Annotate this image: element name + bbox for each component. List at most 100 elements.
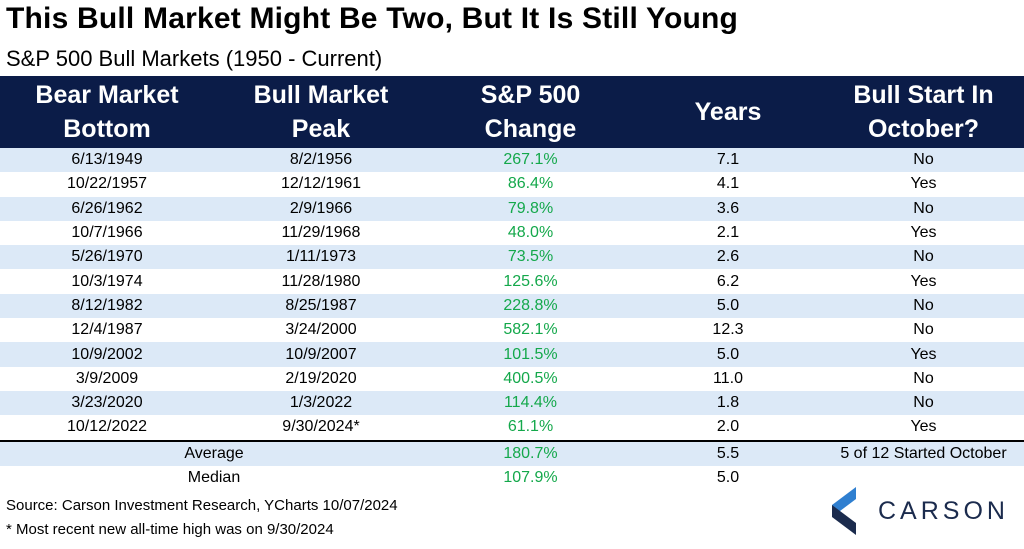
- table-row: 8/12/1982 8/25/1987 228.8% 5.0 No: [0, 293, 1024, 319]
- table-row: 12/4/1987 3/24/2000 582.1% 12.3 No: [0, 318, 1024, 343]
- header-bear-market-bottom: Bear Market Bottom: [0, 76, 214, 148]
- bear-bottom-cell: 8/12/1982: [71, 296, 143, 314]
- header-line: S&P 500: [480, 81, 581, 109]
- change-cell: 86.4%: [507, 175, 554, 193]
- years-cell: 2.6: [716, 248, 740, 266]
- chart-subtitle: S&P 500 Bull Markets (1950 - Current): [6, 46, 383, 71]
- table-row: 10/22/1957 12/12/1961 86.4% 4.1 Yes: [0, 172, 1024, 197]
- bull-peak-cell: 10/9/2007: [285, 345, 357, 363]
- change-cell: 48.0%: [507, 224, 554, 242]
- carson-logo: CARSON: [828, 487, 1018, 535]
- table-row: 3/23/2020 1/3/2022 114.4% 1.8 No: [0, 390, 1024, 416]
- october-cell: Yes: [910, 175, 937, 193]
- bear-bottom-cell: 10/12/2022: [66, 418, 148, 436]
- bull-peak-cell: 11/29/1968: [281, 224, 361, 242]
- bull-peak-cell: 1/11/1973: [286, 248, 356, 266]
- bear-bottom-cell: 10/3/1974: [71, 272, 143, 290]
- summary-label: Median: [187, 469, 241, 486]
- bear-bottom-cell: 10/9/2002: [71, 345, 143, 363]
- bull-peak-cell: 11/28/1980: [281, 272, 361, 290]
- bear-bottom-cell: 10/22/1957: [66, 175, 148, 193]
- october-cell: No: [913, 296, 934, 314]
- footnote: * Most recent new all-time high was on 9…: [6, 521, 334, 538]
- bear-bottom-cell: 5/26/1970: [71, 248, 143, 266]
- header-years: Years: [633, 76, 823, 148]
- source-note: Source: Carson Investment Research, YCha…: [6, 497, 398, 514]
- summary-row: Median 107.9% 5.0: [0, 465, 1024, 491]
- bull-market-table: Bear Market Bottom Bull Market Peak S&P …: [0, 76, 1024, 491]
- years-cell: 1.8: [716, 394, 740, 412]
- bull-peak-cell: 1/3/2022: [289, 394, 353, 412]
- header-line: Peak: [291, 115, 351, 143]
- summary-years: 5.5: [633, 439, 823, 466]
- october-cell: Yes: [910, 418, 937, 436]
- bear-bottom-cell: 3/9/2009: [75, 369, 139, 387]
- years-cell: 11.0: [713, 369, 743, 387]
- change-cell: 125.6%: [503, 272, 558, 290]
- header-bull-start-october: Bull Start In October?: [823, 76, 1024, 148]
- table-row: 10/7/1966 11/29/1968 48.0% 2.1 Yes: [0, 220, 1024, 246]
- change-cell: 267.1%: [503, 151, 558, 169]
- years-cell: 2.0: [716, 418, 740, 436]
- bull-peak-cell: 2/9/1966: [289, 199, 353, 217]
- bear-bottom-cell: 3/23/2020: [71, 394, 143, 412]
- change-cell: 61.1%: [507, 418, 554, 436]
- header-line: Bull Start In: [853, 81, 994, 109]
- table-row: 5/26/1970 1/11/1973 73.5% 2.6 No: [0, 245, 1024, 270]
- october-cell: No: [913, 394, 934, 412]
- years-cell: 12.3: [712, 321, 744, 339]
- header-bull-market-peak: Bull Market Peak: [214, 76, 428, 148]
- header-line: October?: [867, 115, 980, 143]
- change-cell: 114.4%: [503, 394, 558, 412]
- october-cell: No: [913, 151, 934, 169]
- october-cell: No: [913, 199, 934, 217]
- table-header-row: Bear Market Bottom Bull Market Peak S&P …: [0, 76, 1024, 148]
- bear-bottom-cell: 12/4/1987: [71, 321, 143, 339]
- change-cell: 73.5%: [507, 248, 554, 266]
- bull-peak-cell: 3/24/2000: [285, 321, 357, 339]
- header-line: Bear Market: [35, 81, 179, 109]
- header-line: Years: [694, 98, 762, 126]
- summary-october: 5 of 12 Started October: [823, 439, 1024, 466]
- october-cell: No: [913, 321, 934, 339]
- years-cell: 3.6: [716, 199, 740, 217]
- years-cell: 4.1: [716, 175, 740, 193]
- bear-bottom-cell: 6/26/1962: [71, 199, 143, 217]
- header-line: Bull Market: [253, 81, 389, 109]
- summary-change: 180.7%: [428, 439, 633, 466]
- table-row: 6/26/1962 2/9/1966 79.8% 3.6 No: [0, 196, 1024, 221]
- change-cell: 79.8%: [507, 199, 554, 217]
- bull-peak-cell: 9/30/2024*: [282, 418, 360, 436]
- carson-logo-mark-icon: [832, 487, 856, 535]
- table-row: 3/9/2009 2/19/2020 400.5% 11.0 No: [0, 366, 1024, 391]
- bull-peak-cell: 2/19/2020: [285, 369, 357, 387]
- october-cell: Yes: [910, 224, 937, 242]
- table-body: 6/13/1949 8/2/1956 267.1% 7.1 No 10/22/1957 12…: [0, 148, 1024, 441]
- years-cell: 7.1: [716, 151, 740, 169]
- bull-peak-cell: 8/25/1987: [285, 296, 357, 314]
- chart-title: This Bull Market Might Be Two, But It Is…: [6, 2, 739, 35]
- bear-bottom-cell: 6/13/1949: [71, 151, 143, 169]
- summary-label: Average: [0, 439, 428, 466]
- table-row: 10/12/2022 9/30/2024* 61.1% 2.0 Yes: [0, 415, 1024, 441]
- header-line: Bottom: [63, 115, 151, 143]
- summary-years: 5.0: [716, 469, 740, 486]
- years-cell: 2.1: [716, 224, 740, 242]
- table-row: 10/9/2002 10/9/2007 101.5% 5.0 Yes: [0, 342, 1024, 367]
- bull-peak-cell: 8/2/1956: [289, 151, 353, 169]
- october-cell: No: [913, 248, 934, 266]
- table-row: 6/13/1949 8/2/1956 267.1% 7.1 No: [0, 148, 1024, 173]
- header-line: Change: [484, 115, 577, 143]
- table-summary: Average 180.7% 5.5 5 of 12 Started October M…: [0, 439, 1024, 491]
- years-cell: 5.0: [716, 296, 740, 314]
- change-cell: 582.1%: [503, 321, 558, 339]
- october-cell: Yes: [910, 272, 937, 290]
- october-cell: No: [913, 369, 934, 387]
- logo-text: CARSON: [878, 497, 1009, 525]
- summary-row: Average 180.7% 5.5 5 of 12 Started October: [0, 439, 1024, 466]
- change-cell: 228.8%: [503, 296, 558, 314]
- header-sp500-change: S&P 500 Change: [428, 76, 633, 148]
- years-cell: 5.0: [716, 345, 740, 363]
- bull-peak-cell: 12/12/1961: [280, 175, 362, 193]
- october-cell: Yes: [910, 345, 937, 363]
